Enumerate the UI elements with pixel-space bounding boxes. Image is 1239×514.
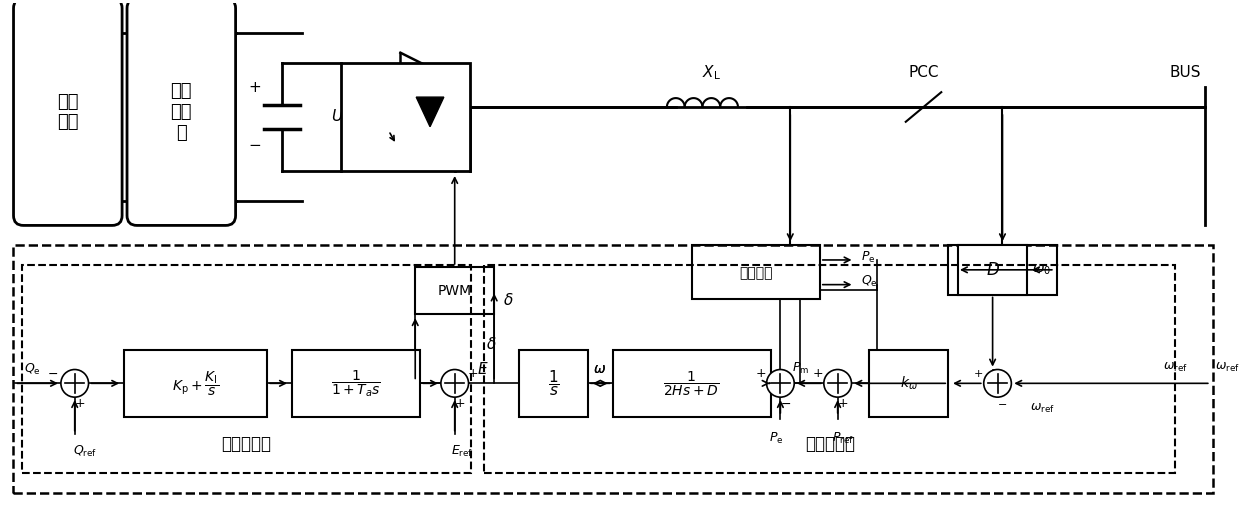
Bar (519, 350, 589, 417)
Text: 功率测量: 功率测量 (738, 266, 772, 280)
Text: 光伏
发电: 光伏 发电 (57, 93, 78, 131)
Text: $\delta$: $\delta$ (486, 336, 497, 352)
Text: $+$: $+$ (813, 367, 824, 380)
Bar (292, 350, 420, 417)
Text: $\omega_{\mathrm{ref}}$: $\omega_{\mathrm{ref}}$ (1163, 361, 1188, 374)
Bar (341, 63, 470, 171)
Text: 虚拟励磁器: 虚拟励磁器 (222, 434, 271, 452)
Text: $K_{\mathrm{p}}+\dfrac{K_{\mathrm{I}}}{s}$: $K_{\mathrm{p}}+\dfrac{K_{\mathrm{I}}}{s… (171, 369, 218, 398)
Bar (22, 265, 472, 473)
Text: $Q_{\mathrm{e}}$: $Q_{\mathrm{e}}$ (861, 274, 878, 289)
Text: $Q_{\mathrm{ref}}$: $Q_{\mathrm{ref}}$ (73, 444, 97, 459)
Text: $\dfrac{1}{s}$: $\dfrac{1}{s}$ (548, 369, 559, 398)
Bar (870, 350, 948, 417)
Circle shape (824, 370, 851, 397)
Text: $+$: $+$ (74, 397, 85, 410)
Text: $-$: $-$ (248, 136, 261, 151)
Text: $\dfrac{1}{1+T_a s}$: $\dfrac{1}{1+T_a s}$ (331, 368, 380, 399)
Text: PCC: PCC (908, 65, 939, 80)
Text: $-$: $-$ (47, 367, 58, 380)
Bar (948, 245, 1057, 295)
Bar (124, 350, 268, 417)
Bar (612, 350, 771, 417)
FancyBboxPatch shape (14, 0, 123, 226)
FancyBboxPatch shape (128, 0, 235, 226)
Text: $+$: $+$ (973, 368, 983, 379)
Text: $\omega_0$: $\omega_0$ (1032, 263, 1052, 277)
Text: $-$: $-$ (779, 397, 790, 410)
Text: $+$: $+$ (467, 367, 478, 380)
Text: $\omega$: $\omega$ (593, 361, 606, 376)
Text: $\delta$: $\delta$ (503, 292, 513, 308)
Text: $\omega$: $\omega$ (593, 361, 606, 376)
Text: $\dfrac{1}{2Hs+D}$: $\dfrac{1}{2Hs+D}$ (663, 369, 720, 397)
Polygon shape (416, 97, 444, 127)
Text: $E_{\mathrm{ref}}$: $E_{\mathrm{ref}}$ (451, 444, 473, 459)
Circle shape (767, 370, 794, 397)
Text: $+$: $+$ (453, 397, 466, 410)
Text: $P_{\mathrm{e}}$: $P_{\mathrm{e}}$ (769, 431, 784, 446)
Circle shape (984, 370, 1011, 397)
Text: $U_{\mathrm{dc}}$: $U_{\mathrm{dc}}$ (331, 107, 357, 126)
Text: +: + (248, 80, 260, 95)
Text: PWM: PWM (437, 284, 472, 298)
Bar (484, 265, 1176, 473)
Text: $Q_{\mathrm{e}}$: $Q_{\mathrm{e}}$ (24, 362, 41, 377)
Text: $\omega_{\mathrm{ref}}$: $\omega_{\mathrm{ref}}$ (1030, 401, 1054, 415)
Circle shape (61, 370, 88, 397)
Circle shape (441, 370, 468, 397)
Text: $+$: $+$ (755, 367, 766, 380)
Text: 虚拟调速器: 虚拟调速器 (805, 434, 855, 452)
Text: $-$: $-$ (997, 398, 1007, 408)
Text: $E$: $E$ (477, 360, 488, 377)
Text: $X_{\mathrm{L}}$: $X_{\mathrm{L}}$ (701, 63, 721, 82)
Text: PLL: PLL (990, 262, 1016, 278)
Text: $\omega_{\mathrm{ref}}$: $\omega_{\mathrm{ref}}$ (1214, 361, 1239, 374)
Text: $D$: $D$ (985, 261, 1000, 279)
Bar (415, 267, 494, 314)
Text: $k_{\omega}$: $k_{\omega}$ (900, 375, 918, 392)
Text: $+$: $+$ (838, 397, 849, 410)
Text: $P_{\mathrm{m}}$: $P_{\mathrm{m}}$ (792, 361, 809, 376)
Text: $P_{\mathrm{ref}}$: $P_{\mathrm{ref}}$ (831, 431, 854, 446)
Bar (691, 245, 820, 300)
Bar (958, 245, 1027, 295)
Bar (12, 245, 1213, 493)
Text: 储能
及变
换: 储能 及变 换 (171, 82, 192, 142)
Text: BUS: BUS (1170, 65, 1201, 80)
Text: $P_{\mathrm{e}}$: $P_{\mathrm{e}}$ (861, 249, 876, 265)
